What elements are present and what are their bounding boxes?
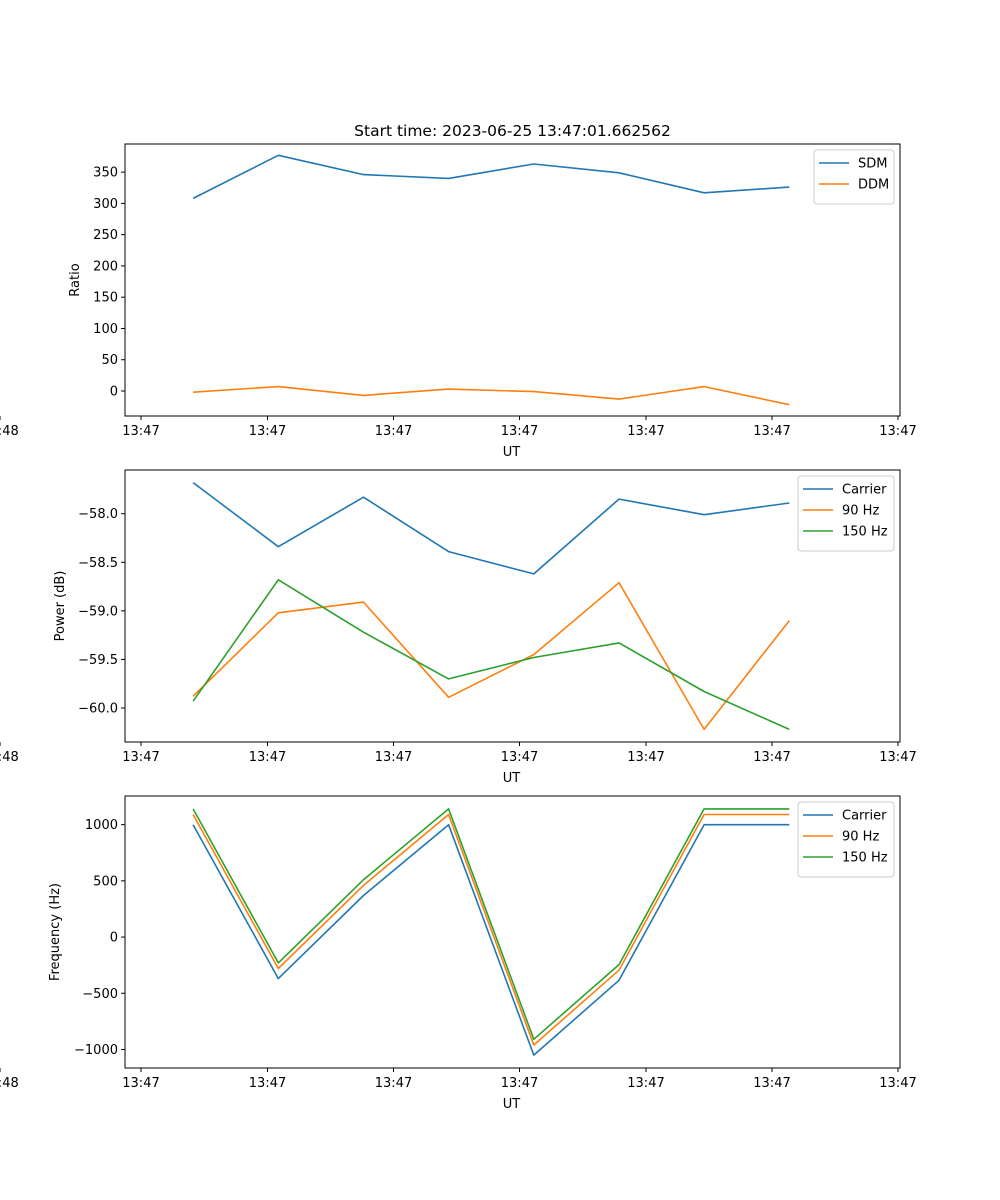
y-tick-label: 0 <box>110 931 118 946</box>
series-line-carrier <box>192 481 790 575</box>
series-line-150-hz <box>192 808 790 1041</box>
y-tick-label: 150 <box>93 291 118 306</box>
x-tick-label: 13:47 <box>375 1076 412 1091</box>
x-tick-label: 13:47 <box>249 750 286 765</box>
y-tick-label: 200 <box>93 259 118 274</box>
series-line-90-hz <box>192 813 790 1046</box>
x-tick-label: 13:47 <box>501 750 538 765</box>
x-tick-label: 13:47 <box>753 750 790 765</box>
x-axis-label: UT <box>503 445 521 460</box>
x-tick-label: 13:47 <box>122 750 159 765</box>
x-tick-label: 13:47 <box>627 424 664 439</box>
legend-box <box>797 475 895 552</box>
legend-entry: DDM <box>858 178 889 193</box>
y-axis-label: Ratio <box>68 263 83 296</box>
x-axis-label: UT <box>503 771 521 786</box>
y-tick-label: −500 <box>82 987 118 1002</box>
x-tick-label: 13:47 <box>375 750 412 765</box>
y-tick-label: −60.0 <box>78 702 118 717</box>
legend-entry: 90 Hz <box>842 504 879 519</box>
legend-box <box>797 801 895 878</box>
x-tick-label: 13:47 <box>249 1076 286 1091</box>
x-tick-label: 13:48 <box>0 424 19 439</box>
x-tick-label: 13:47 <box>753 424 790 439</box>
y-tick-label: 0 <box>110 384 118 399</box>
legend-entry: 90 Hz <box>842 830 879 845</box>
y-tick-label: 100 <box>93 322 118 337</box>
x-tick-label: 13:47 <box>753 1076 790 1091</box>
subplot-1: 13:47 13:47 13:47 13:47 13:47 13:47 13:47 13:48… <box>0 122 917 460</box>
y-tick-label: 50 <box>101 353 118 368</box>
axes-frame <box>124 143 901 417</box>
x-tick-label: 13:47 <box>122 1076 159 1091</box>
subplot-2: 13:47 13:47 13:47 13:47 13:47 13:47 13:47 13:48… <box>0 469 917 786</box>
axes-frame <box>124 469 901 743</box>
x-tick-label: 13:47 <box>501 1076 538 1091</box>
y-tick-label: −58.0 <box>78 507 118 522</box>
legend-entry: 150 Hz <box>842 851 888 866</box>
legend: Carrier 90 Hz 150 Hz <box>797 801 895 878</box>
x-tick-label: 13:47 <box>627 750 664 765</box>
y-tick-label: 1000 <box>85 818 118 833</box>
legend-entry: 150 Hz <box>842 525 888 540</box>
axes-frame <box>124 795 901 1069</box>
y-tick-label: 500 <box>93 874 118 889</box>
y-tick-label: −58.5 <box>78 556 118 571</box>
y-tick-label: −59.0 <box>78 604 118 619</box>
x-tick-label: 13:47 <box>879 424 916 439</box>
y-tick-label: 350 <box>93 166 118 181</box>
y-tick-label: −59.5 <box>78 653 118 668</box>
y-axis-label: Power (dB) <box>53 571 68 642</box>
legend-entry: Carrier <box>842 809 887 824</box>
series-line-150-hz <box>192 578 790 731</box>
series-line-ddm <box>193 385 790 406</box>
y-tick-label: 300 <box>93 197 118 212</box>
y-axis-label: Frequency (Hz) <box>48 883 63 981</box>
legend-entry: SDM <box>858 157 887 172</box>
x-tick-label: 13:47 <box>375 424 412 439</box>
x-tick-label: 13:47 <box>122 424 159 439</box>
x-tick-label: 13:47 <box>249 424 286 439</box>
series-line-sdm <box>192 154 790 200</box>
y-tick-label: −1000 <box>74 1043 118 1058</box>
chart-title: Start time: 2023-06-25 13:47:01.662562 <box>354 122 671 140</box>
y-tick-label: 250 <box>93 228 118 243</box>
series-line-carrier <box>192 823 790 1056</box>
x-tick-label: 13:47 <box>879 750 916 765</box>
x-tick-label: 13:47 <box>627 1076 664 1091</box>
x-tick-label: 13:47 <box>501 424 538 439</box>
x-tick-label: 13:48 <box>0 1076 19 1091</box>
x-tick-label: 13:47 <box>879 1076 916 1091</box>
legend: Carrier 90 Hz 150 Hz <box>797 475 895 552</box>
series-line-90-hz <box>192 581 790 731</box>
x-axis-label: UT <box>503 1097 521 1112</box>
subplot-3: 13:47 13:47 13:47 13:47 13:47 13:47 13:47 13:48… <box>0 795 917 1112</box>
x-tick-label: 13:48 <box>0 750 19 765</box>
legend-entry: Carrier <box>842 483 887 498</box>
legend: SDM DDM <box>813 149 895 205</box>
